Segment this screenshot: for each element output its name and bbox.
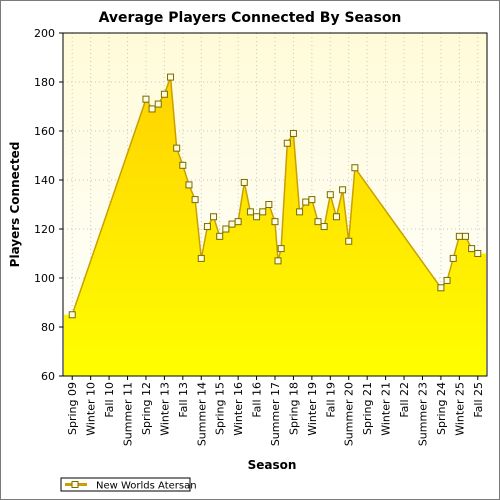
x-tick-label: Winter 13: [158, 382, 171, 436]
x-tick-label: Summer 11: [122, 382, 135, 446]
data-point: [167, 73, 175, 81]
data-point: [222, 225, 230, 233]
data-point: [302, 198, 310, 206]
data-point: [197, 254, 205, 262]
x-tick-label: Summer 20: [343, 382, 356, 446]
data-point: [210, 213, 218, 221]
data-point: [271, 218, 279, 226]
x-tick-label: Winter 16: [232, 382, 245, 436]
data-point: [461, 232, 469, 240]
x-tick-label: Spring 21: [361, 382, 374, 435]
y-tick-label: 100: [34, 272, 55, 285]
data-point: [443, 276, 451, 284]
x-tick-label: Fall 25: [472, 382, 485, 418]
data-point: [68, 311, 76, 319]
data-point: [449, 254, 457, 262]
data-point: [308, 196, 316, 204]
data-point: [160, 90, 168, 98]
data-point: [179, 161, 187, 169]
x-axis: Spring 09 Winter 10 Fall 10 Summer 11 Spring…: [66, 376, 485, 446]
data-point: [296, 208, 304, 216]
legend-box: [60, 477, 191, 492]
y-tick-label: 200: [34, 27, 55, 40]
data-point: [191, 196, 199, 204]
series-markers: [68, 73, 482, 319]
data-point: [148, 105, 156, 113]
x-tick-label: Fall 10: [103, 382, 116, 418]
data-point: [265, 201, 273, 208]
y-tick-label: 80: [41, 321, 55, 334]
data-point: [320, 223, 328, 231]
data-point: [326, 191, 334, 199]
legend-label: New Worlds Atersan: [96, 481, 197, 492]
data-point: [351, 164, 359, 172]
x-tick-label: Spring 12: [140, 382, 153, 435]
x-tick-label: Fall 13: [177, 382, 190, 418]
x-tick-label: Summer 17: [269, 382, 282, 446]
data-point: [339, 186, 347, 194]
y-tick-label: 60: [41, 370, 55, 383]
data-point: [154, 100, 162, 108]
data-point: [274, 257, 282, 265]
plot-area: [62, 32, 488, 377]
x-tick-label: Summer 23: [416, 382, 429, 446]
data-point: [228, 220, 236, 228]
data-point: [253, 213, 261, 221]
y-tick-label: 180: [34, 76, 55, 89]
x-tick-label: Spring 09: [66, 382, 79, 435]
data-point: [468, 245, 476, 253]
data-point: [216, 232, 224, 240]
data-point: [234, 218, 242, 226]
x-tick-label: Fall 22: [398, 382, 411, 418]
legend: New Worlds Atersan: [60, 477, 197, 492]
y-axis: 60 80 100 120 140 160 180 200: [34, 27, 63, 383]
data-point: [240, 178, 248, 186]
data-point: [345, 237, 353, 245]
data-point: [332, 213, 340, 221]
data-point: [246, 208, 254, 216]
y-tick-label: 140: [34, 174, 55, 187]
x-tick-label: Winter 19: [306, 382, 319, 436]
x-tick-label: Fall 19: [324, 382, 337, 418]
chart-title: Average Players Connected By Season: [99, 10, 402, 26]
data-point: [289, 129, 297, 137]
data-point: [277, 245, 285, 253]
legend-swatch-marker: [71, 481, 79, 488]
data-point: [455, 232, 463, 240]
data-point: [283, 139, 291, 147]
x-axis-title: Season: [248, 458, 297, 472]
x-tick-label: Fall 16: [251, 382, 264, 418]
y-tick-label: 160: [34, 125, 55, 138]
x-tick-label: Winter 21: [380, 382, 393, 436]
data-point: [437, 284, 445, 292]
x-tick-label: Spring 24: [435, 382, 448, 435]
data-point: [173, 144, 181, 152]
x-tick-label: Spring 18: [287, 382, 300, 435]
data-point: [185, 181, 193, 189]
data-point: [203, 223, 211, 231]
x-tick-label: Winter 10: [85, 382, 98, 436]
data-point: [259, 208, 267, 216]
x-tick-label: Spring 15: [214, 382, 227, 435]
data-point: [474, 250, 482, 257]
y-axis-title: Players Connected: [8, 142, 22, 268]
x-tick-label: Winter 25: [453, 382, 466, 436]
y-tick-label: 120: [34, 223, 55, 236]
x-tick-label: Summer 14: [195, 382, 208, 446]
data-point: [314, 218, 322, 226]
data-point: [142, 95, 150, 103]
